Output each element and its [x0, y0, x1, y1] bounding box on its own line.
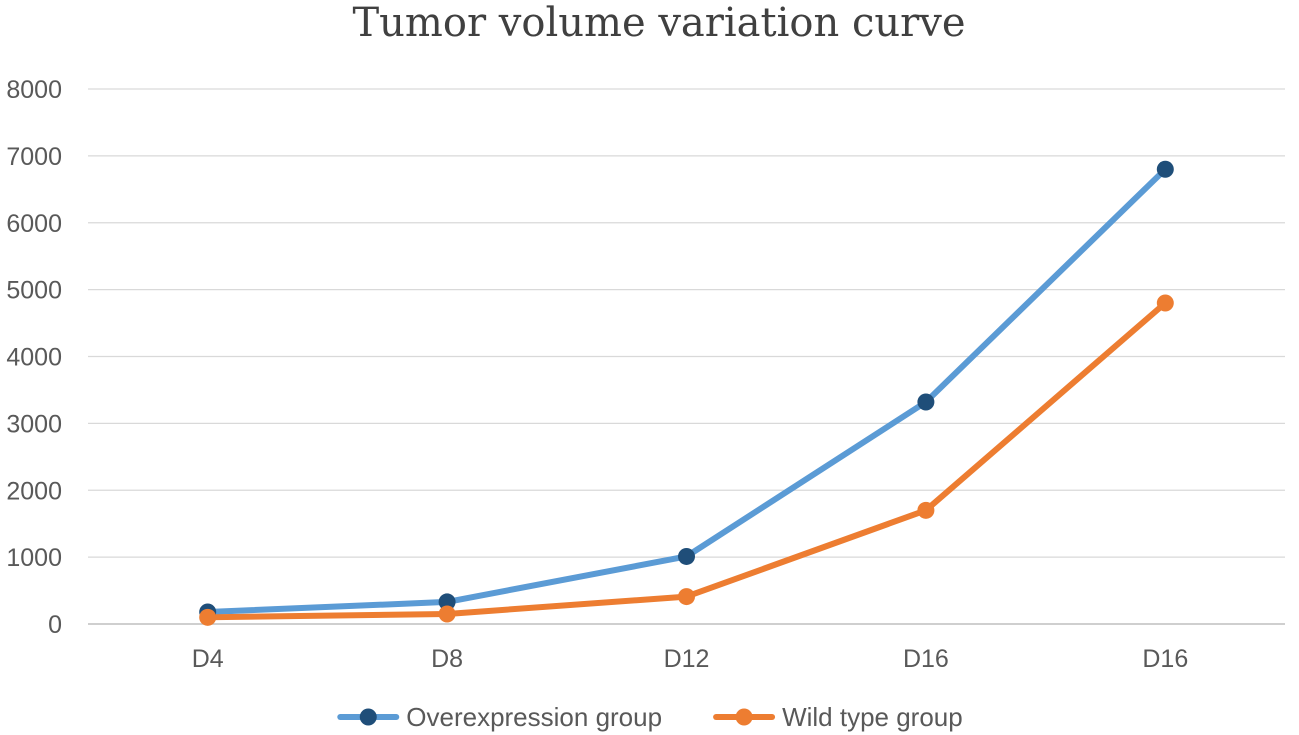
series-line-2 — [204, 300, 1169, 621]
x-tick-label-5: D16 — [1142, 645, 1188, 673]
x-tick-label-1: D4 — [192, 645, 224, 673]
y-tick-label-0: 0 — [48, 611, 62, 639]
chart-title: Tumor volume variation curve — [352, 0, 965, 46]
y-tick-label-2000: 2000 — [6, 477, 62, 505]
series-2-point-1 — [199, 608, 217, 626]
series-1-point-3 — [678, 547, 695, 565]
x-tick-label-4: D16 — [903, 645, 949, 673]
series-2-point-4 — [917, 501, 935, 519]
gridlines — [88, 88, 1285, 625]
y-tick-label-3000: 3000 — [6, 410, 62, 438]
y-tick-label-8000: 8000 — [6, 76, 62, 104]
y-tick-label-5000: 5000 — [6, 277, 62, 305]
series-2-point-2 — [438, 605, 456, 623]
legend-entry-2: Wild type group — [713, 702, 963, 732]
series-line-1 — [204, 166, 1169, 615]
legend-swatch-marker-1 — [359, 708, 377, 726]
y-tick-label-7000: 7000 — [6, 143, 62, 171]
y-tick-label-1000: 1000 — [6, 544, 62, 572]
legend-entry-1: Overexpression group — [337, 702, 662, 732]
legend-swatch-marker-2 — [735, 708, 753, 726]
legend-label-2: Wild type group — [782, 702, 963, 732]
x-axis-tick-labels: D4 D8 D12 D16 D16 — [192, 645, 1189, 673]
x-tick-label-3: D12 — [664, 645, 710, 673]
series-2-point-3 — [678, 588, 695, 606]
series-lines — [199, 160, 1174, 626]
legend-label-1: Overexpression group — [406, 702, 662, 732]
series-1-point-2 — [438, 593, 456, 611]
series-1-point-4 — [917, 393, 935, 411]
series-2-point-5 — [1156, 294, 1174, 312]
y-tick-label-6000: 6000 — [6, 210, 62, 238]
x-tick-label-2: D8 — [431, 645, 463, 673]
y-tick-label-4000: 4000 — [6, 344, 62, 372]
y-axis-tick-labels: 0 1000 2000 3000 4000 5000 6000 7000 8000 — [6, 76, 62, 639]
series-1-point-5 — [1156, 160, 1174, 178]
legend: Overexpression group Wild type group — [337, 702, 963, 732]
